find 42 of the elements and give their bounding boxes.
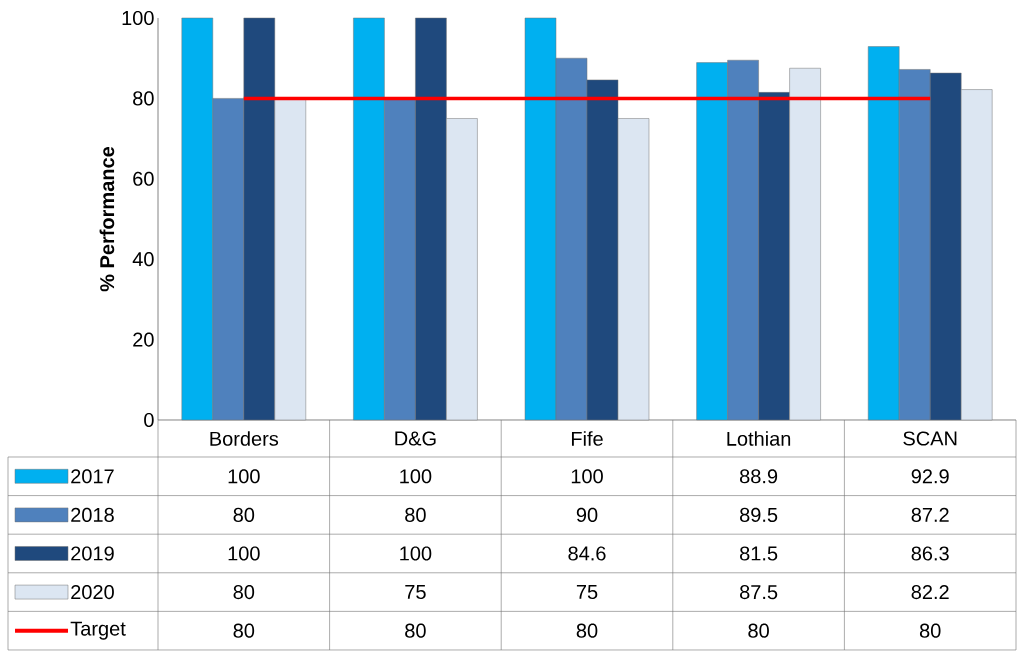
legend-label: 2018 [71, 507, 114, 522]
data-label: 100 [400, 469, 432, 484]
x-tick-label: Fife [571, 431, 603, 446]
data-label: 80 [405, 623, 426, 638]
data-label: 87.2 [911, 507, 949, 522]
data-label: 100 [228, 546, 260, 561]
x-tick-label: SCAN [903, 431, 957, 446]
data-label: 80 [576, 623, 598, 638]
data-label: 82.2 [911, 585, 949, 600]
legend-label: 2017 [71, 469, 114, 484]
data-label: 80 [405, 507, 426, 522]
legend-label: Target [70, 621, 126, 640]
data-label: 75 [576, 585, 598, 600]
data-label: 100 [400, 546, 432, 561]
y-tick-label: 60 [133, 171, 154, 186]
y-tick-label: 20 [133, 332, 154, 347]
y-axis-title: % Performance [99, 146, 115, 292]
data-label: 87.5 [740, 585, 778, 600]
data-label: 100 [571, 469, 603, 484]
data-label: 80 [233, 585, 255, 600]
x-tick-label: Lothian [727, 431, 791, 446]
legend-label: 2020 [71, 585, 114, 600]
y-tick-label: 40 [132, 252, 154, 267]
data-label: 80 [233, 623, 255, 638]
data-label: 89.5 [740, 507, 778, 522]
data-label: 81.5 [740, 546, 778, 561]
x-tick-label: Borders [210, 431, 279, 446]
data-label: 75 [405, 585, 426, 600]
y-tick-label: 80 [133, 91, 154, 106]
data-label: 86.3 [911, 546, 949, 561]
data-label: 80 [919, 623, 941, 638]
data-label: 90 [576, 507, 598, 522]
x-tick-label: D&G [395, 431, 436, 446]
legend-label: 2019 [71, 546, 114, 561]
y-tick-label: 100 [122, 10, 154, 26]
y-tick-label: 0 [144, 412, 154, 428]
data-label: 100 [228, 469, 260, 484]
data-label: 80 [233, 507, 255, 522]
data-label: 88.9 [740, 469, 778, 484]
data-label: 92.9 [911, 469, 949, 484]
data-label: 84.6 [568, 546, 606, 561]
data-label: 80 [748, 623, 769, 638]
